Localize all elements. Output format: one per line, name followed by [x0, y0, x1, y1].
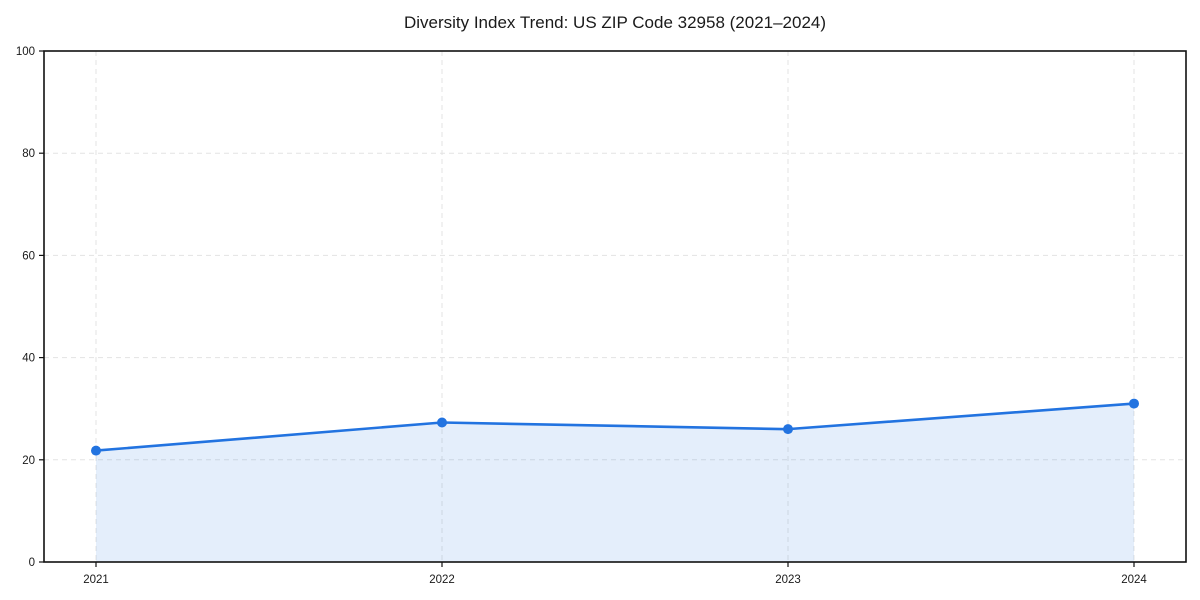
y-tick-label: 40 [22, 353, 35, 365]
plot-frame [43, 50, 1187, 563]
y-tick-label: 20 [22, 455, 35, 467]
x-tick-label: 2024 [1121, 574, 1147, 586]
data-point-2021 [91, 445, 101, 456]
x-tick-label: 2021 [83, 574, 109, 586]
plot-border [43, 50, 1187, 563]
y-tick-label: 100 [16, 46, 35, 58]
y-tick-label: 0 [29, 557, 35, 569]
series-layer [91, 398, 1139, 562]
grid-lines [44, 51, 1186, 562]
trend-line [94, 402, 1136, 452]
area-fill [96, 403, 1134, 562]
x-tick-label: 2022 [429, 574, 455, 586]
y-tick-label: 80 [22, 148, 35, 160]
data-point-2022 [437, 417, 447, 428]
data-point-2023 [783, 424, 793, 435]
y-tick-label: 60 [22, 250, 35, 262]
chart-title: Diversity Index Trend: US ZIP Code 32958… [404, 13, 826, 32]
axes: 0 20 40 60 80 100 2021 2022 2023 2024 [16, 46, 1148, 586]
x-tick-label: 2023 [775, 574, 801, 586]
data-point-2024 [1129, 398, 1139, 409]
